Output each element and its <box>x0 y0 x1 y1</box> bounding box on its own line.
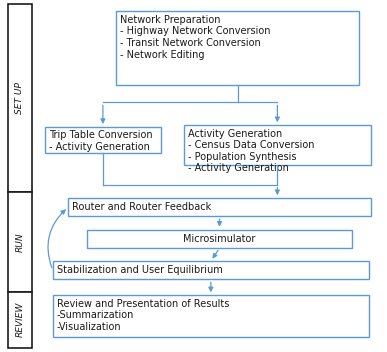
FancyArrowPatch shape <box>48 210 65 268</box>
Bar <box>68 198 371 216</box>
Text: Network Preparation
- Highway Network Conversion
- Transit Network Conversion
- : Network Preparation - Highway Network Co… <box>120 15 271 59</box>
Bar <box>116 11 359 85</box>
Bar <box>53 295 369 337</box>
Text: Activity Generation
- Census Data Conversion
- Population Synthesis
- Activity G: Activity Generation - Census Data Conver… <box>188 129 314 174</box>
Text: Router and Router Feedback: Router and Router Feedback <box>72 202 211 212</box>
Text: Stabilization and User Equilibrium: Stabilization and User Equilibrium <box>57 265 223 275</box>
Text: SET UP: SET UP <box>15 82 24 114</box>
Text: RUN: RUN <box>15 232 24 252</box>
Bar <box>9 4 32 192</box>
Text: Trip Table Conversion
- Activity Generation: Trip Table Conversion - Activity Generat… <box>49 131 152 152</box>
Text: REVIEW: REVIEW <box>15 302 24 338</box>
Text: Review and Presentation of Results
-Summarization
-Visualization: Review and Presentation of Results -Summ… <box>57 299 229 332</box>
Bar <box>9 192 32 292</box>
Bar <box>45 127 161 153</box>
Text: Microsimulator: Microsimulator <box>183 234 256 244</box>
Bar <box>53 261 369 279</box>
Bar <box>87 230 352 248</box>
Bar <box>184 125 371 165</box>
Bar <box>9 292 32 348</box>
